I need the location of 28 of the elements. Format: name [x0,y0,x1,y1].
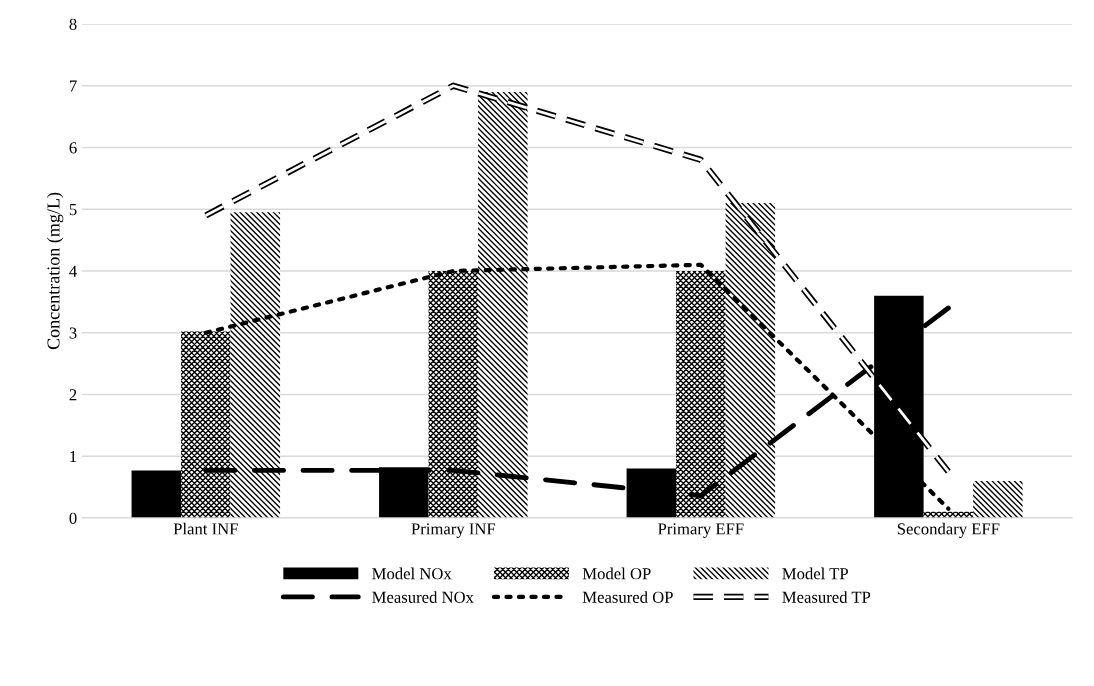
bar [973,480,1023,518]
legend-label: Measured OP [582,591,673,603]
y-tick-label: 7 [69,80,77,92]
legend-label: Measured NOx [372,591,474,603]
bar [131,470,182,518]
y-tick-label: 6 [69,142,77,154]
bar [676,270,726,518]
x-tick-label: Secondary EFF [897,522,1000,538]
bar [428,270,479,518]
x-tick-label: Primary EFF [658,523,744,538]
y-tick-label: 2 [69,389,77,401]
y-tick-label: 3 [69,327,77,339]
legend-label: Model NOx [372,567,452,580]
legend-label: Measured TP [782,591,871,603]
bar [181,331,231,518]
bar [230,212,281,518]
y-tick-label: 4 [69,265,77,277]
x-tick-label: Primary INF [411,523,496,538]
bar [725,203,776,518]
y-tick-label: 8 [69,18,77,30]
y-tick-label: 1 [70,450,77,462]
y-tick-label: 5 [69,204,77,216]
legend-label: Model TP [782,567,848,580]
y-tick-label: 0 [69,512,77,524]
bar [478,91,528,518]
legend-label: Model OP [582,567,651,580]
x-tick-label: Plant INF [173,522,238,535]
y-axis-title: Concentration (mg/L) [46,192,64,350]
